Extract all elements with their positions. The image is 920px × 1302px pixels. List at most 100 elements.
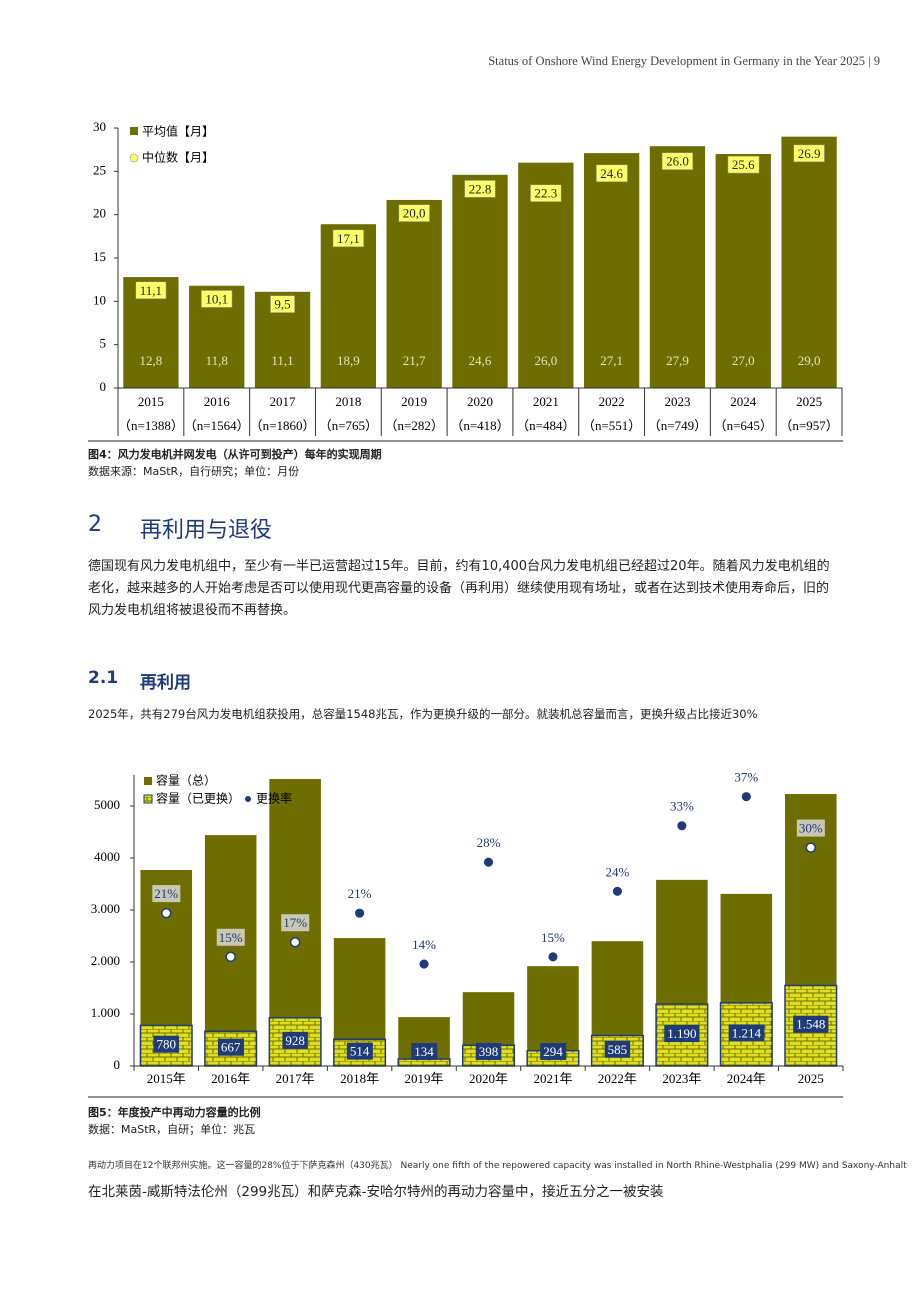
y-tick-label: 30 xyxy=(93,119,106,134)
repowered-label: 928 xyxy=(285,1033,305,1048)
bar-value-label: 18,9 xyxy=(337,353,360,368)
rate-label: 30% xyxy=(799,821,823,836)
section-title: 再利用与退役 xyxy=(140,518,273,543)
repowered-label-box xyxy=(217,1038,244,1056)
y-tick-label: 5 xyxy=(100,336,107,351)
rate-label: 24% xyxy=(605,864,629,879)
median-label: 20,0 xyxy=(403,206,426,221)
legend-label: 中位数【月】 xyxy=(142,150,214,165)
bar xyxy=(649,146,706,388)
x-tick-label: 2024年 xyxy=(727,1071,766,1086)
figure-source: 数据：MaStR，自研；单位：兆瓦 xyxy=(88,1123,256,1136)
repowered-label: 398 xyxy=(479,1044,499,1059)
x-tick-label: 2021年 xyxy=(533,1071,572,1086)
rate-point xyxy=(741,792,751,802)
median-marker xyxy=(727,155,760,174)
median-label: 22.8 xyxy=(469,181,492,196)
repowered-label-box xyxy=(664,1025,700,1043)
median-marker xyxy=(661,152,694,170)
x-tick-label: 2023 xyxy=(664,394,690,409)
bar xyxy=(320,224,377,388)
median-label: 11,1 xyxy=(140,283,162,298)
x-tick-label: 2025 xyxy=(798,1071,824,1086)
median-marker xyxy=(595,164,628,183)
y-tick-label: 0 xyxy=(114,1057,121,1072)
rate-label: 14% xyxy=(412,937,436,952)
repowered-label: 1.548 xyxy=(796,1017,825,1032)
bar-value-label: 26,0 xyxy=(534,353,557,368)
x-tick-label: 2020 xyxy=(467,394,493,409)
median-label: 24.6 xyxy=(600,166,623,181)
median-marker xyxy=(201,290,233,308)
median-marker xyxy=(270,295,295,313)
bar xyxy=(386,199,442,388)
rate-point xyxy=(355,908,365,918)
page-header: Status of Onshore Wind Energy Developmen… xyxy=(488,54,880,68)
median-marker xyxy=(793,144,825,163)
rate-point xyxy=(419,959,429,969)
repowered-label-box xyxy=(604,1040,631,1058)
repowered-label: 294 xyxy=(543,1044,563,1059)
repowered-label: 1.214 xyxy=(732,1025,762,1040)
rate-point xyxy=(289,936,301,948)
repowered-label-box xyxy=(540,1042,567,1060)
repowered-label: 1.190 xyxy=(667,1026,696,1041)
y-tick-label: 2.000 xyxy=(91,953,120,968)
rate-label-box xyxy=(281,914,310,932)
rate-label: 33% xyxy=(670,799,694,814)
x-tick-label: 2018年 xyxy=(340,1071,379,1086)
sample-size-label: （n=749） xyxy=(648,418,707,433)
x-tick-label: 2022 xyxy=(599,394,625,409)
footnote: 再动力项目在12个联邦州实施。这一容量的28%位于下萨克森州（430兆瓦） Ne… xyxy=(88,1161,907,1171)
rate-label: 17% xyxy=(283,915,307,930)
median-marker xyxy=(398,204,430,222)
x-tick-label: 2024 xyxy=(730,394,757,409)
rate-point xyxy=(225,951,236,963)
sample-size-label: （n=957） xyxy=(779,418,838,433)
rate-label-box xyxy=(216,928,245,946)
rate-point xyxy=(677,821,687,831)
legend-swatch xyxy=(129,153,139,163)
median-label: 26.0 xyxy=(666,154,689,169)
y-tick-label: 5000 xyxy=(94,797,120,812)
x-tick-label: 2025 xyxy=(796,394,822,409)
x-tick-label: 2019 xyxy=(401,394,427,409)
bar-value-label: 21,7 xyxy=(403,353,426,368)
x-tick-label: 2017年 xyxy=(276,1071,315,1086)
rate-point xyxy=(160,907,172,919)
median-label: 25.6 xyxy=(732,157,755,172)
figure-caption: 图4：风力发电机并网发电（从许可到投产）每年的实现周期 xyxy=(88,448,382,461)
repowered-label-box xyxy=(793,1015,829,1033)
x-tick-label: 2019年 xyxy=(405,1071,444,1086)
rate-point xyxy=(548,952,558,962)
rate-label: 28% xyxy=(477,835,501,850)
y-tick-label: 10 xyxy=(93,292,106,307)
bar-value-label: 24,6 xyxy=(469,353,492,368)
figure-caption: 图5：年度投产中再动力容量的比例 xyxy=(88,1106,261,1119)
sample-size-label: （n=765） xyxy=(319,418,378,433)
median-label: 9,5 xyxy=(274,297,290,312)
rate-label-box xyxy=(796,819,825,837)
legend-swatch xyxy=(130,127,138,135)
legend-label: 更换率 xyxy=(256,791,292,806)
bar-value-label: 29,0 xyxy=(798,353,821,368)
median-marker xyxy=(530,184,562,203)
x-tick-label: 2016年 xyxy=(211,1071,250,1086)
sample-size-label: （n=418） xyxy=(450,418,509,433)
repowered-label-box xyxy=(153,1035,179,1053)
y-tick-label: 25 xyxy=(93,162,106,177)
bar-value-label: 27,1 xyxy=(600,353,623,368)
bar-repowered xyxy=(397,1058,451,1067)
closing-text: 在北莱茵-威斯特法伦州（299兆瓦）和萨克森-安哈尔特州的再动力容量中，接近五分… xyxy=(88,1184,664,1200)
x-tick-label: 2017 xyxy=(270,394,297,409)
x-tick-label: 2015年 xyxy=(147,1071,186,1086)
median-marker xyxy=(332,229,365,248)
rate-point xyxy=(805,842,817,853)
bar-value-label: 27,0 xyxy=(732,353,755,368)
sample-size-label: （n=1860） xyxy=(250,418,316,433)
subsection-title: 再利用 xyxy=(140,673,191,693)
repowered-label-box xyxy=(346,1042,373,1060)
rate-point xyxy=(483,857,494,867)
y-tick-label: 20 xyxy=(93,206,106,221)
